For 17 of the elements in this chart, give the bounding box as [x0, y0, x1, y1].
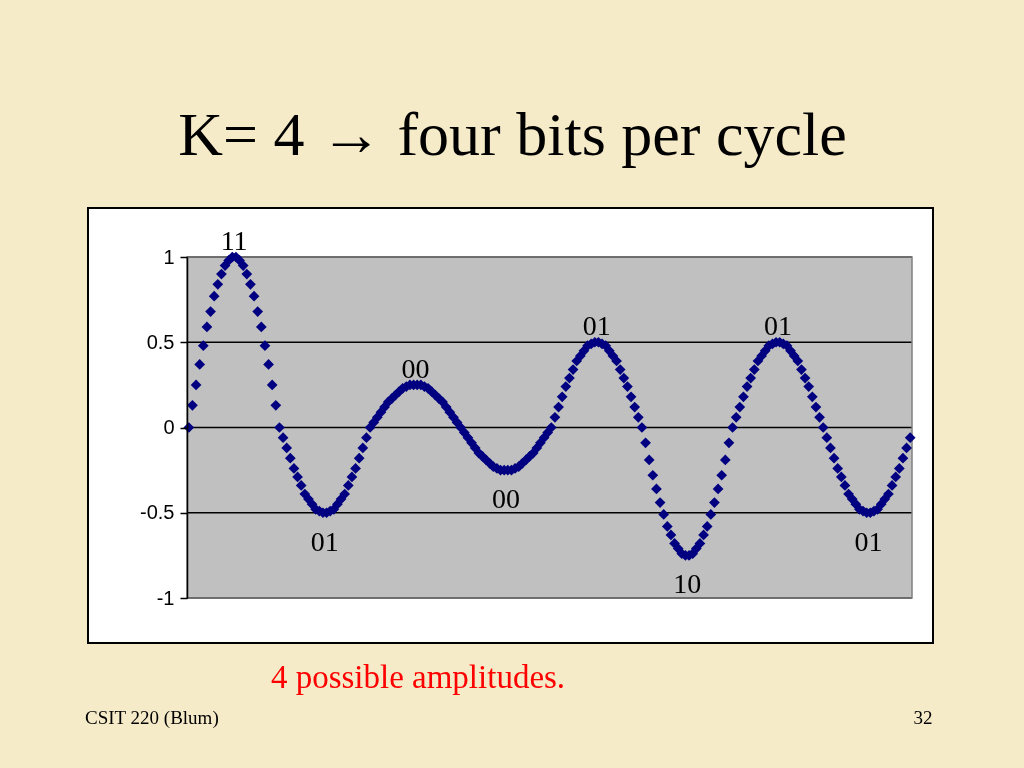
annotation: 01: [310, 525, 339, 557]
y-tick-label: 1: [163, 245, 175, 268]
annotation: 01: [763, 310, 792, 342]
text: 4 possible amplitudes.: [270, 659, 566, 695]
y-tick-label: -0.5: [140, 501, 175, 524]
annotation: 01: [854, 525, 883, 557]
chart-title: K= 4 → four bits per cycle: [178, 100, 847, 168]
text: CSIT 220 (Blum): [85, 707, 219, 729]
annotation: 11: [220, 225, 248, 256]
text: 32: [913, 707, 933, 728]
y-tick-label: 0.5: [146, 330, 175, 353]
annotation: 00: [401, 352, 430, 384]
annotation: 00: [492, 483, 520, 515]
annotation: 01: [582, 310, 611, 342]
annotation: 10: [673, 568, 702, 600]
y-tick-label: 0: [163, 416, 175, 438]
y-tick-label: -1: [156, 586, 175, 609]
